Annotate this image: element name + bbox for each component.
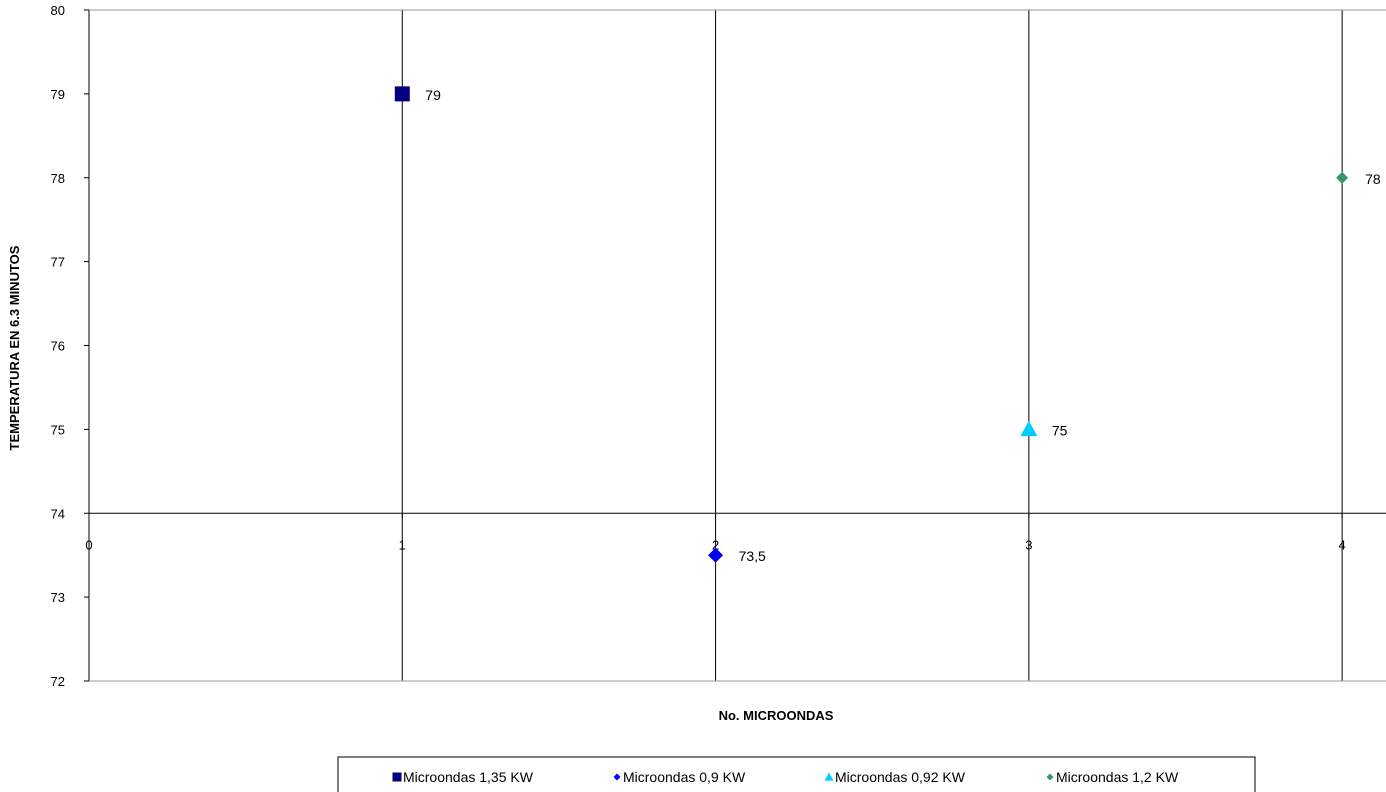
x-tick-label: 3 — [1025, 537, 1032, 552]
x-tick-label: 4 — [1339, 537, 1346, 552]
legend-marker — [613, 773, 621, 781]
y-tick-label: 75 — [51, 422, 65, 437]
legend-marker — [392, 772, 402, 782]
data-label: 79 — [425, 87, 441, 103]
y-axis-title: TEMPERATURA EN 6.3 MINUTOS — [7, 245, 22, 450]
x-tick-label: 1 — [399, 537, 406, 552]
data-point — [1336, 171, 1349, 184]
data-points — [394, 86, 1349, 563]
y-tick-label: 77 — [51, 255, 65, 270]
legend-marker — [1046, 773, 1054, 781]
y-tick-label: 78 — [51, 171, 65, 186]
x-tick-label: 2 — [712, 537, 719, 552]
y-tick-label: 76 — [51, 339, 65, 354]
legend-label: Microondas 0,92 KW — [835, 769, 966, 785]
data-point — [1020, 420, 1038, 437]
legend-label: Microondas 1,2 KW — [1056, 769, 1179, 785]
legend-marker — [824, 772, 834, 781]
y-tick-label: 79 — [51, 87, 65, 102]
legend-label: Microondas 0,9 KW — [623, 769, 746, 785]
grid-lines — [401, 10, 1343, 681]
legend-label: Microondas 1,35 KW — [403, 769, 534, 785]
y-tick-label: 74 — [51, 506, 65, 521]
axes — [84, 9, 1386, 682]
y-tick-label: 73 — [51, 590, 65, 605]
data-point — [708, 547, 724, 563]
legend-box — [337, 756, 1256, 792]
data-label: 73,5 — [739, 548, 766, 564]
data-point — [394, 86, 410, 102]
legend: Microondas 1,35 KW Microondas 0,9 KW Micro… — [337, 756, 1256, 792]
data-labels: 79 73,5 75 78 — [425, 87, 1381, 564]
x-axis-title: No. MICROONDAS — [719, 708, 834, 723]
tick-labels: 72 73 74 75 76 77 78 79 80 0 1 2 3 4 — [51, 3, 1346, 689]
data-label: 75 — [1052, 422, 1068, 438]
data-label: 78 — [1365, 171, 1381, 187]
x-tick-label: 0 — [85, 537, 92, 552]
y-tick-label: 80 — [51, 3, 65, 18]
y-tick-label: 72 — [51, 674, 65, 689]
